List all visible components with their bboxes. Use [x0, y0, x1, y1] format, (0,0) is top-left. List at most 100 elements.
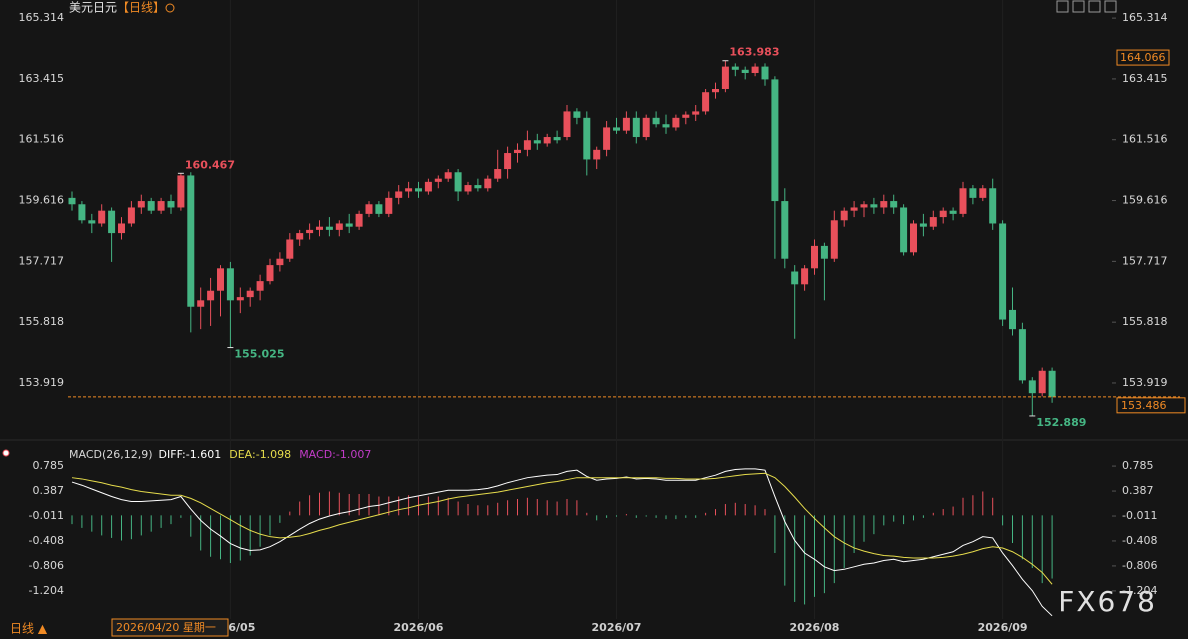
candle-body	[929, 217, 937, 227]
tool-icon[interactable]	[1056, 0, 1069, 13]
candle-body	[147, 201, 155, 211]
candle-body	[811, 245, 818, 269]
candle-body	[514, 149, 521, 154]
extreme-label: 152.889	[1036, 416, 1086, 429]
candle-body	[979, 188, 987, 198]
macd-y-tick-label: -0.011	[29, 509, 64, 522]
candle-body	[870, 204, 878, 208]
candle-body	[603, 127, 611, 150]
candle-body	[791, 271, 799, 285]
candle-body	[860, 204, 868, 208]
candle-body	[98, 210, 106, 224]
candle-body	[543, 137, 551, 144]
candle-body	[484, 178, 492, 189]
x-tick-label: 2026/07	[592, 621, 642, 634]
candle-body	[444, 172, 452, 179]
macd-legend-value: -1.601	[186, 448, 221, 461]
extreme-label: 160.467	[185, 158, 235, 171]
candle-body	[68, 197, 76, 205]
y-tick-label: 157.717	[19, 254, 65, 267]
macd-y-tick-label: 0.785	[33, 459, 65, 472]
macd-dea-line	[71, 472, 1053, 585]
candle-body	[464, 185, 472, 192]
macd-title: MACD(26,12,9)	[69, 448, 153, 461]
candle-body	[702, 92, 710, 112]
candle-body	[533, 140, 541, 144]
candle-body	[118, 223, 125, 234]
y-tick-label: 159.616	[19, 194, 65, 207]
y-tick-label-right: 157.717	[1122, 254, 1168, 267]
candle-body	[642, 117, 650, 138]
candle-body	[1028, 380, 1036, 394]
candle-body	[365, 204, 373, 214]
watermark: FX678	[1058, 585, 1157, 618]
macd-y-tick-label: 0.387	[33, 484, 65, 497]
candle-body	[959, 188, 967, 214]
macd-legend-name: DEA:	[229, 448, 255, 461]
candle-body	[989, 188, 997, 224]
candle-body	[424, 181, 432, 192]
candle-body	[523, 140, 531, 150]
cursor-date: 2026/04/20 星期一	[116, 621, 216, 634]
tool-icon[interactable]	[1088, 0, 1101, 13]
y-tick-label-right: 153.919	[1122, 376, 1168, 389]
candle-body	[157, 201, 165, 211]
period-button[interactable]: 日线 ▲	[10, 622, 48, 636]
candle-body	[286, 239, 294, 259]
candle-body	[226, 268, 234, 301]
candle-body	[613, 127, 620, 131]
candle-body	[682, 114, 690, 118]
candle-body	[949, 210, 957, 214]
candle-body	[969, 188, 977, 198]
x-tick-label: 2026/06	[394, 621, 444, 634]
macd-y-tick-label-right: 0.387	[1122, 484, 1154, 497]
y-tick-label-right: 163.415	[1122, 72, 1168, 85]
candle-body	[751, 66, 759, 73]
candle-body	[335, 223, 343, 230]
candle-body	[474, 185, 482, 189]
macd-y-tick-label: -0.408	[29, 534, 64, 547]
candle-body	[296, 233, 304, 240]
extreme-label: 155.025	[234, 348, 284, 361]
tool-icon[interactable]	[1104, 0, 1117, 13]
symbol: 美元日元	[69, 1, 117, 15]
candle-body	[583, 117, 591, 160]
candle-body	[910, 223, 917, 253]
candle-body	[662, 124, 670, 128]
last-price-box	[1116, 397, 1186, 414]
settings-icon[interactable]	[165, 3, 175, 13]
cursor-price-box	[1116, 49, 1170, 66]
candle-body	[1009, 309, 1016, 330]
x-axis-bar	[0, 619, 1188, 639]
macd-y-tick-label-right: -0.408	[1122, 534, 1157, 547]
candle-body	[563, 111, 571, 138]
candle-body	[137, 201, 145, 208]
candle-body	[405, 188, 413, 192]
candle-body	[721, 66, 729, 90]
candle-body	[850, 207, 858, 211]
candle-body	[593, 149, 601, 160]
candle-body	[820, 245, 828, 259]
candle-body	[385, 197, 393, 214]
candle-body	[108, 210, 116, 234]
candle-body	[1048, 370, 1056, 397]
candle-body	[197, 300, 205, 307]
candle-body	[801, 268, 809, 285]
macd-y-tick-label-right: -1.204	[1122, 584, 1157, 597]
tool-icon[interactable]	[1072, 0, 1085, 13]
candle-body	[494, 169, 502, 179]
candle-body	[236, 297, 244, 301]
y-tick-label: 163.415	[19, 72, 65, 85]
candle-body	[573, 111, 581, 118]
candle-body	[266, 265, 274, 282]
candle-body	[88, 220, 96, 224]
candle-body	[652, 117, 660, 125]
candle-body	[454, 172, 462, 192]
y-tick-label: 153.919	[19, 376, 65, 389]
cursor-date-box	[111, 618, 229, 637]
macd-y-tick-label-right: -0.806	[1122, 559, 1157, 572]
candle-body	[830, 220, 838, 259]
macd-y-tick-label-right: 0.785	[1122, 459, 1154, 472]
